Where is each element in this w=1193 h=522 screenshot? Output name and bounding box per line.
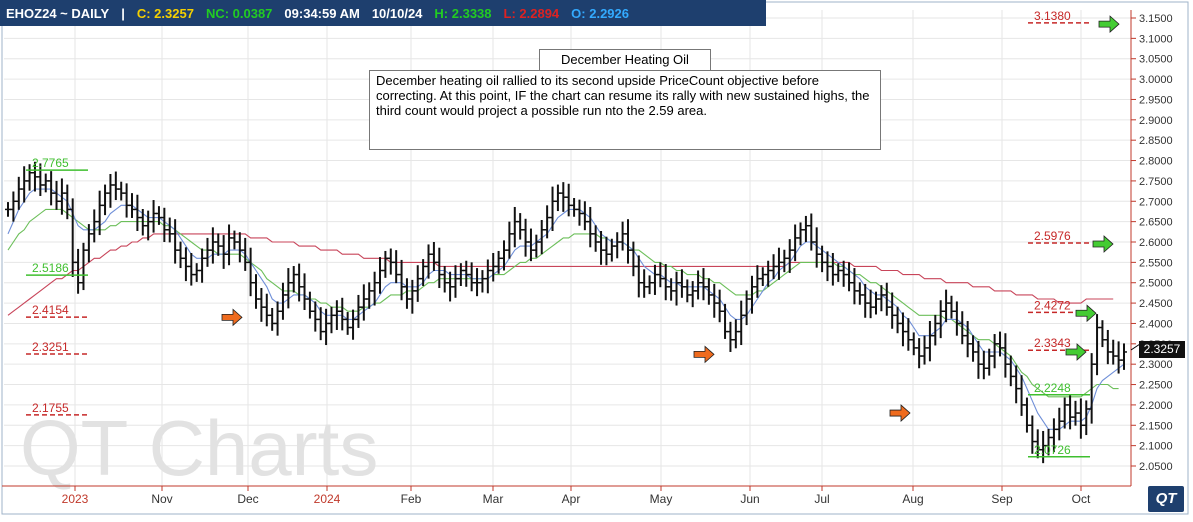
x-tick-label: Sep xyxy=(991,492,1013,506)
low-value: L: 2.2894 xyxy=(503,5,560,21)
annotation-body: December heating oil rallied to its seco… xyxy=(369,70,881,150)
ma-line-short-ma-blue xyxy=(7,188,1125,430)
high-value: H: 2.3338 xyxy=(434,5,492,21)
price-level-label: 2.1755 xyxy=(32,401,69,415)
y-tick-label: 2.7000 xyxy=(1139,196,1173,208)
x-axis-ticks: 2023 Nov Dec 2024 Feb Mar Apr May Jun Jul Aug Sep Oc… xyxy=(62,486,1091,506)
x-tick-label: Jul xyxy=(814,492,829,506)
y-tick-label: 2.3000 xyxy=(1139,359,1173,371)
y-tick-label: 2.6500 xyxy=(1139,217,1173,229)
ma-line-mid-ma-green xyxy=(7,208,1119,398)
y-tick-label: 2.7500 xyxy=(1139,176,1173,188)
price-level-label: 3.1380 xyxy=(1034,9,1071,23)
quote-date: 10/10/24 xyxy=(371,5,423,21)
grid-lines xyxy=(4,10,1131,486)
orange-arrow-icon xyxy=(889,404,911,422)
net-change-value: NC: 0.0387 xyxy=(205,5,273,21)
price-level-label: 2.5976 xyxy=(1034,229,1071,243)
y-tick-label: 2.6000 xyxy=(1139,237,1173,249)
moving-averages xyxy=(7,188,1125,430)
y-tick-label: 3.0000 xyxy=(1139,74,1173,86)
price-level-label: 2.3343 xyxy=(1034,336,1071,350)
y-tick-label: 3.1000 xyxy=(1139,33,1173,45)
x-tick-label: 2024 xyxy=(314,492,341,506)
x-tick-label: Nov xyxy=(151,492,172,506)
price-levels: 2.7765 2.5186 2.4154 2.3251 2.1755 3.1380 2.59… xyxy=(26,9,1090,458)
green-arrow-icon xyxy=(1075,304,1097,323)
y-axis-ticks: 3.1500 3.1000 3.0500 3.0000 2.9500 2.9000 2.85… xyxy=(1131,13,1173,473)
y-tick-label: 2.8500 xyxy=(1139,135,1173,147)
x-tick-label: Apr xyxy=(562,492,581,506)
price-level-label: 2.4272 xyxy=(1034,298,1071,312)
y-tick-label: 2.2000 xyxy=(1139,400,1173,412)
quote-header: EHOZ24 ~ DAILY | C: 2.3257 NC: 0.0387 09… xyxy=(0,0,766,26)
y-tick-label: 2.1000 xyxy=(1139,441,1173,453)
orange-arrow-icon xyxy=(693,345,715,364)
green-arrow-icon xyxy=(1098,15,1120,33)
x-tick-label: Aug xyxy=(902,492,923,506)
x-tick-label: 2023 xyxy=(62,492,89,506)
ohlc-bar xyxy=(1121,343,1127,370)
price-level-label: 2.3251 xyxy=(32,340,69,354)
y-tick-label: 2.1500 xyxy=(1139,420,1173,432)
y-tick-label: 2.5500 xyxy=(1139,257,1173,269)
price-level-label: 2.7765 xyxy=(32,156,69,170)
y-tick-label: 2.5000 xyxy=(1139,278,1173,290)
symbol-label[interactable]: EHOZ24 ~ DAILY xyxy=(6,5,110,21)
y-tick-label: 2.4000 xyxy=(1139,318,1173,330)
orange-arrow-icon xyxy=(221,308,243,327)
last-price-pointer xyxy=(1130,343,1141,351)
qt-logo: QT xyxy=(1148,486,1184,512)
y-tick-label: 3.1500 xyxy=(1139,13,1173,25)
y-tick-label: 2.8000 xyxy=(1139,156,1173,168)
last-price-tag: 2.3257 xyxy=(1139,341,1185,358)
x-tick-label: Mar xyxy=(483,492,504,506)
ma-line-long-ma-red xyxy=(7,233,1114,316)
close-value: C: 2.3257 xyxy=(136,5,194,21)
price-level-label: 2.4154 xyxy=(32,303,69,317)
y-tick-label: 2.2500 xyxy=(1139,380,1173,392)
price-level-label: 2.2248 xyxy=(1034,381,1071,395)
open-value: O: 2.2926 xyxy=(571,5,629,21)
price-level-label: 2.5186 xyxy=(32,261,69,275)
arrows xyxy=(221,15,1120,422)
ohlc-bars xyxy=(5,161,1127,464)
x-tick-label: Oct xyxy=(1072,492,1091,506)
quote-time: 09:34:59 AM xyxy=(284,5,360,21)
y-tick-label: 2.9500 xyxy=(1139,94,1173,106)
green-arrow-icon xyxy=(1065,343,1087,361)
price-level-label: 2.0726 xyxy=(1034,443,1071,457)
x-tick-label: Feb xyxy=(401,492,422,506)
header-separator: | xyxy=(121,5,125,21)
x-tick-label: Dec xyxy=(237,492,258,506)
y-tick-label: 3.0500 xyxy=(1139,54,1173,66)
green-arrow-icon xyxy=(1092,235,1114,253)
x-tick-label: Jun xyxy=(740,492,759,506)
x-tick-label: May xyxy=(650,492,673,506)
y-tick-label: 2.9000 xyxy=(1139,115,1173,127)
watermark: QT Charts xyxy=(20,404,378,492)
annotation-title: December Heating Oil xyxy=(539,49,711,71)
y-tick-label: 2.4500 xyxy=(1139,298,1173,310)
y-tick-label: 2.0500 xyxy=(1139,461,1173,473)
